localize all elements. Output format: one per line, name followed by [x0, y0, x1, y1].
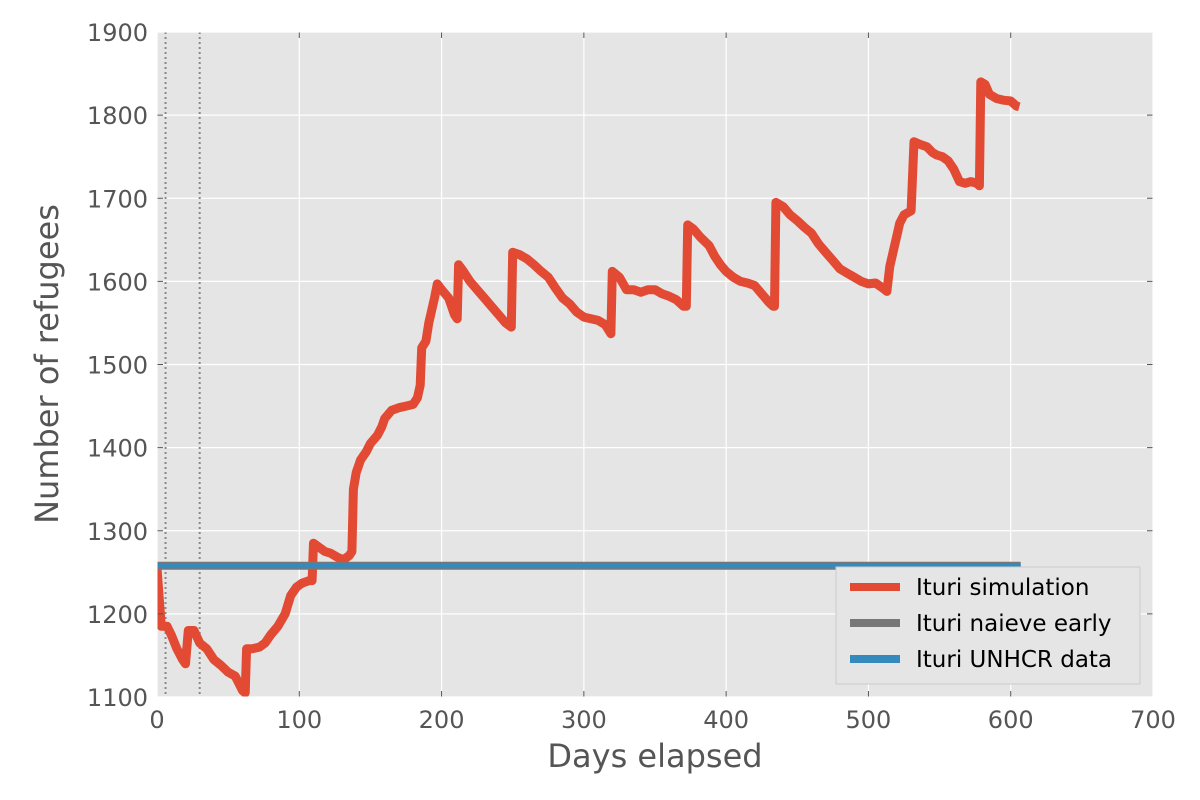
y-tick-label: 1400 — [87, 435, 148, 463]
axes: 0 100 200 300 400 500 600 700 1100 1200 1300 1400 15… — [87, 19, 1176, 734]
y-tick-label: 1700 — [87, 185, 148, 213]
x-tick-label: 500 — [846, 706, 892, 734]
y-tick-label: 1100 — [87, 684, 148, 712]
y-tick-label: 1300 — [87, 518, 148, 546]
legend-label: Ituri UNHCR data — [916, 647, 1112, 673]
x-axis-label: Days elapsed — [547, 737, 762, 775]
x-tick-label: 100 — [276, 706, 322, 734]
y-tick-label: 1200 — [87, 601, 148, 629]
legend-label: Ituri naieve early — [916, 611, 1112, 637]
event-markers — [164, 32, 201, 697]
y-axis-label: Number of refugees — [28, 204, 66, 524]
y-tick-label: 1800 — [87, 102, 148, 130]
y-tick-label: 1500 — [87, 352, 148, 380]
legend-label: Ituri simulation — [916, 575, 1089, 601]
series-lines — [157, 77, 1021, 697]
x-tick-label: 200 — [419, 706, 465, 734]
x-tick-label: 600 — [988, 706, 1034, 734]
legend: Ituri simulation Ituri naieve early Ituri … — [835, 566, 1141, 685]
series-line — [157, 77, 1021, 697]
x-tick-label: 400 — [703, 706, 749, 734]
y-tick-label: 1600 — [87, 268, 148, 296]
y-tick-label: 1900 — [87, 19, 148, 47]
x-tick-label: 0 — [149, 706, 164, 734]
plot-frame — [156, 31, 1154, 698]
x-tick-label: 700 — [1130, 706, 1176, 734]
x-tick-label: 300 — [561, 706, 607, 734]
